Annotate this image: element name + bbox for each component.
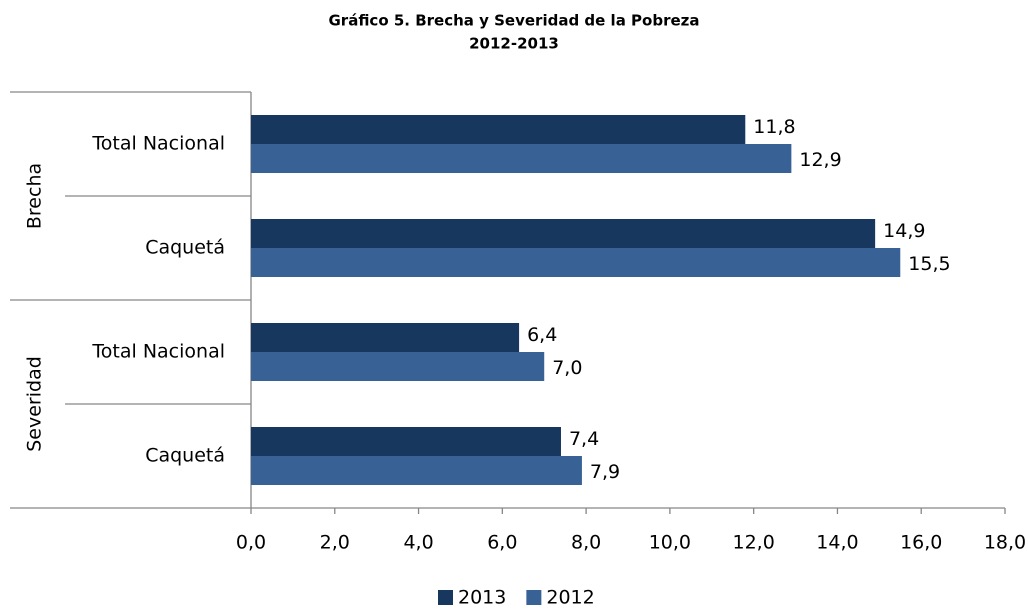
value-label: 7,9 bbox=[590, 461, 620, 483]
x-tick-label: 12,0 bbox=[733, 532, 775, 554]
x-tick-label: 4,0 bbox=[403, 532, 433, 554]
x-tick-label: 0,0 bbox=[236, 532, 266, 554]
bar bbox=[251, 144, 792, 173]
value-label: 6,4 bbox=[527, 324, 557, 346]
chart-title: 2012-2013 bbox=[469, 35, 559, 53]
value-label: 11,8 bbox=[753, 116, 795, 138]
legend-label: 2012 bbox=[546, 587, 594, 609]
value-label: 7,0 bbox=[552, 357, 582, 379]
x-tick-label: 18,0 bbox=[984, 532, 1026, 554]
y-tick-label: Caquetá bbox=[145, 237, 225, 259]
x-tick-label: 6,0 bbox=[487, 532, 517, 554]
legend-swatch bbox=[438, 590, 453, 605]
y-tick-label: Total Nacional bbox=[91, 341, 225, 363]
value-label: 15,5 bbox=[908, 253, 950, 275]
bar bbox=[251, 115, 746, 144]
x-tick-label: 2,0 bbox=[320, 532, 350, 554]
bar bbox=[251, 323, 520, 352]
bar bbox=[251, 248, 901, 277]
x-tick-label: 14,0 bbox=[816, 532, 858, 554]
x-tick-label: 10,0 bbox=[649, 532, 691, 554]
group-label: Brecha bbox=[24, 163, 46, 229]
x-tick-label: 16,0 bbox=[900, 532, 942, 554]
y-tick-label: Caquetá bbox=[145, 445, 225, 467]
legend-label: 2013 bbox=[458, 587, 506, 609]
bar bbox=[251, 219, 876, 248]
value-label: 7,4 bbox=[569, 428, 599, 450]
value-label: 14,9 bbox=[883, 220, 925, 242]
x-tick-label: 8,0 bbox=[571, 532, 601, 554]
value-label: 12,9 bbox=[799, 149, 841, 171]
y-tick-label: Total Nacional bbox=[91, 133, 225, 155]
bar bbox=[251, 352, 545, 381]
legend-swatch bbox=[526, 590, 542, 605]
bar bbox=[251, 427, 561, 456]
bar bbox=[251, 456, 582, 485]
chart-title: Gráfico 5. Brecha y Severidad de la Pobr… bbox=[328, 12, 699, 30]
group-label: Severidad bbox=[24, 356, 46, 452]
